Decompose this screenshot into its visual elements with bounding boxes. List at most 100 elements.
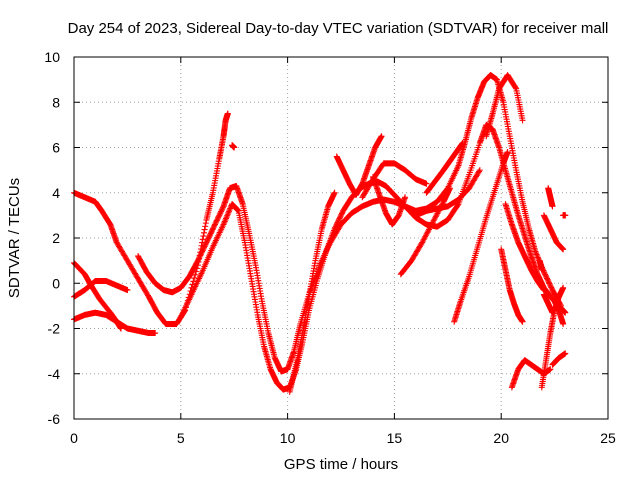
data-point [202,223,209,230]
data-point [541,270,548,277]
data-point [338,211,345,218]
data-point [213,217,220,224]
series-track-i [359,160,430,201]
data-point [459,139,466,146]
data-point [224,110,231,117]
series-track-y [545,185,556,210]
data-point [543,275,550,282]
y-tick-label: 6 [52,140,60,156]
data-point [216,212,223,219]
plot-frame [73,56,609,420]
series-track-n [502,201,547,294]
data-point [560,320,567,327]
data-point [538,266,545,273]
data-point [546,280,553,287]
data-point [334,220,341,227]
data-point [334,219,341,226]
y-tick-label: -4 [48,366,61,382]
series-track-r [540,212,567,253]
data-point [562,350,569,357]
data-point [519,318,526,325]
data-point [547,366,554,373]
data-point [504,149,511,156]
data-point [196,255,203,262]
data-point [337,213,344,220]
data-point [446,185,453,192]
series-track-u [540,291,556,316]
data-point [210,225,217,232]
data-point [205,234,212,241]
data-point [549,309,556,316]
grid [74,57,608,419]
data-point [205,235,212,242]
data-point [219,205,226,212]
data-point [199,248,206,255]
data-point [204,236,211,243]
series-track-d [71,277,131,300]
data-point [542,271,549,278]
data-point [331,189,338,196]
y-tick-label: 10 [44,49,60,65]
data-point [217,209,224,216]
series-track-s [549,350,569,368]
data-point [200,245,207,252]
data-point [200,229,207,236]
data-point [562,212,569,219]
data-point [202,242,209,249]
data-point [210,224,217,231]
series-track-j [370,173,409,228]
data-point [202,240,209,247]
series-track-aa [483,72,526,140]
data-point [337,214,344,221]
data-point [194,257,201,264]
chart-title: Day 254 of 2023, Sidereal Day-to-day VTE… [68,20,609,37]
data-point [476,168,483,175]
data-point [544,276,551,283]
series-track-z [536,257,545,273]
data-point [201,243,208,250]
data-point [202,220,209,227]
data-point [545,277,552,284]
x-tick-label: 0 [70,430,78,446]
series-track-o [498,246,526,325]
data-point [199,236,206,243]
data-point [203,239,210,246]
data-point [198,249,205,256]
y-tick-label: 4 [52,185,60,201]
data-point [213,218,220,225]
data-point [335,218,342,225]
y-tick-label: -2 [48,321,61,337]
data-point [197,251,204,258]
axis-ticks: 0 5 10 15 20 25 -6 -4 -2 0 2 4 6 8 10 [44,49,616,446]
data-point [212,220,219,227]
series-track-q [538,284,567,391]
series-track-h [333,133,385,199]
data-point [218,207,225,214]
data-point [547,283,554,290]
data-point [338,210,345,217]
data-point [215,214,222,221]
data-point [378,133,385,140]
data-point [333,222,340,229]
data-point [549,203,556,210]
data-point [547,281,554,288]
data-points [71,72,569,395]
y-tick-label: 8 [52,94,60,110]
x-tick-label: 10 [280,430,296,446]
series-track-w [229,142,238,151]
data-point [197,252,204,259]
data-point [545,279,552,286]
x-axis-label: GPS time / hours [284,456,398,473]
data-point [562,309,569,316]
data-point [211,221,218,228]
data-point [331,225,338,232]
data-point [215,213,222,220]
data-point [209,226,216,233]
data-point [543,274,550,281]
data-point [332,224,339,231]
x-tick-label: 20 [493,430,509,446]
x-tick-label: 5 [177,430,185,446]
series-track-c [71,309,159,337]
data-point [204,238,211,245]
y-axis-label: SDTVAR / TECUs [6,178,23,298]
